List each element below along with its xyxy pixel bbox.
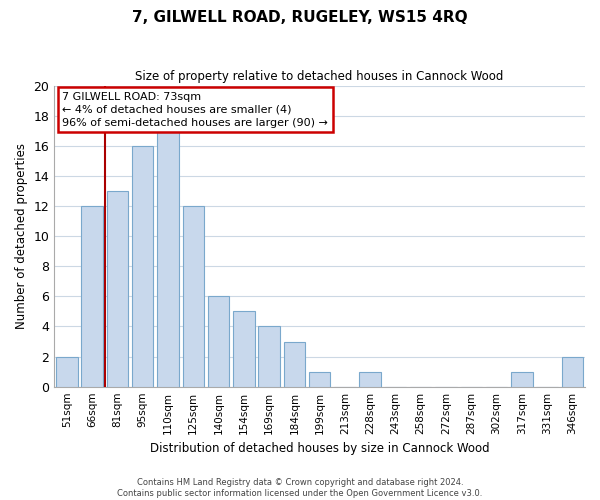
Bar [309, 372, 331, 386]
Bar [233, 312, 254, 386]
Bar [182, 206, 204, 386]
Bar [157, 130, 179, 386]
Text: Contains HM Land Registry data © Crown copyright and database right 2024.
Contai: Contains HM Land Registry data © Crown c… [118, 478, 482, 498]
X-axis label: Distribution of detached houses by size in Cannock Wood: Distribution of detached houses by size … [150, 442, 490, 455]
Bar [82, 206, 103, 386]
Title: Size of property relative to detached houses in Cannock Wood: Size of property relative to detached ho… [136, 70, 504, 83]
Y-axis label: Number of detached properties: Number of detached properties [15, 143, 28, 329]
Bar [208, 296, 229, 386]
Bar [56, 356, 77, 386]
Bar [132, 146, 154, 386]
Bar [562, 356, 583, 386]
Text: 7, GILWELL ROAD, RUGELEY, WS15 4RQ: 7, GILWELL ROAD, RUGELEY, WS15 4RQ [132, 10, 468, 25]
Bar [259, 326, 280, 386]
Bar [284, 342, 305, 386]
Bar [359, 372, 381, 386]
Bar [511, 372, 533, 386]
Bar [107, 191, 128, 386]
Text: 7 GILWELL ROAD: 73sqm
← 4% of detached houses are smaller (4)
96% of semi-detach: 7 GILWELL ROAD: 73sqm ← 4% of detached h… [62, 92, 328, 128]
